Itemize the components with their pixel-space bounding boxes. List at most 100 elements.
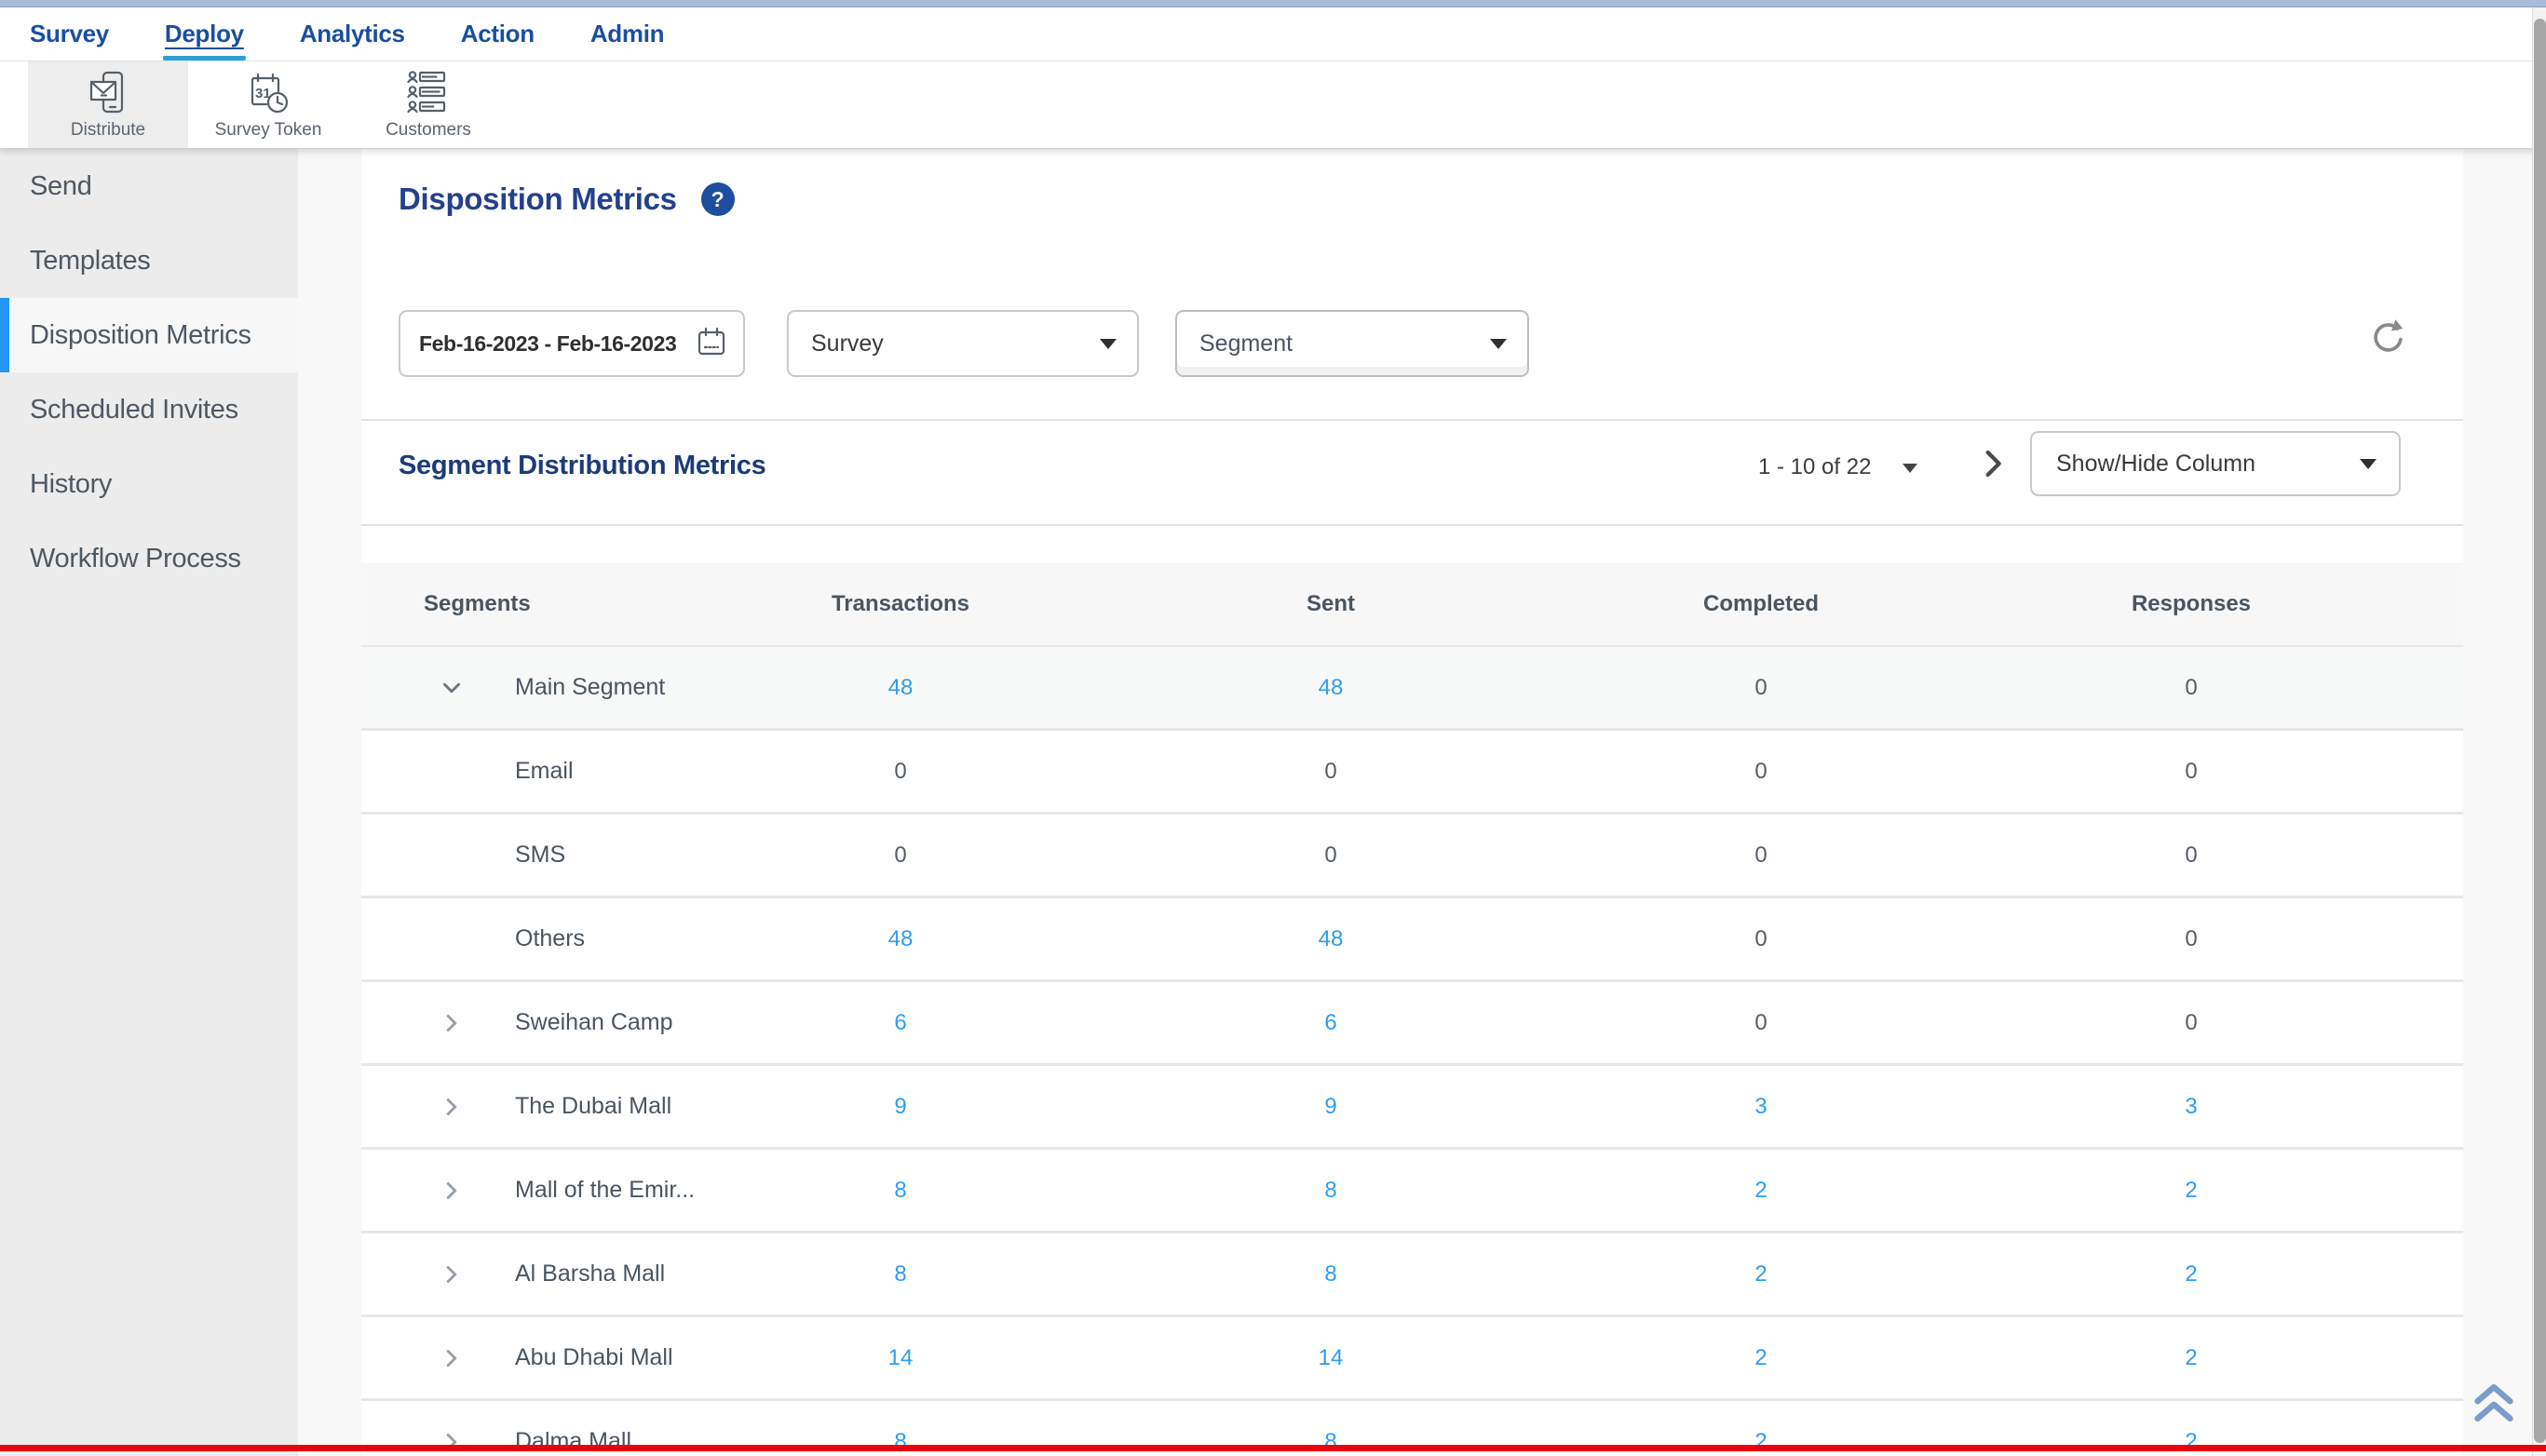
segment-select-value: Segment — [1199, 330, 1490, 357]
responses-value: 0 — [1976, 675, 2406, 701]
vertical-scrollbar[interactable] — [2532, 7, 2546, 1456]
responses-value[interactable]: 3 — [1976, 1094, 2406, 1120]
column-header-segments: Segments — [361, 591, 685, 617]
expand-collapse-control — [434, 922, 469, 957]
page-title: Disposition Metrics — [399, 182, 677, 217]
nav-item-analytics[interactable]: Analytics — [300, 20, 405, 48]
nav-item-survey[interactable]: Survey — [30, 20, 109, 48]
scrollbar-thumb[interactable] — [2534, 19, 2546, 1443]
sidebar-item-history[interactable]: History — [0, 447, 298, 521]
transactions-value[interactable]: 14 — [685, 1345, 1116, 1371]
chevron-right-icon — [438, 1177, 466, 1205]
transactions-value[interactable]: 8 — [685, 1261, 1116, 1287]
sent-value[interactable]: 6 — [1116, 1010, 1546, 1036]
completed-value: 0 — [1546, 926, 1976, 952]
sidebar-item-send[interactable]: Send — [0, 149, 298, 223]
sent-value: 0 — [1116, 843, 1546, 869]
app-screen: Survey Deploy Analytics Action Admin Dis… — [0, 0, 2546, 1456]
toolbar-tab-label: Distribute — [71, 120, 145, 141]
table-divider — [361, 524, 2463, 526]
table-row: Email 0 0 0 0 — [361, 731, 2463, 815]
table-row: SMS 0 0 0 0 — [361, 815, 2463, 898]
transactions-value[interactable]: 48 — [685, 675, 1116, 701]
toolbar-tab-distribute[interactable]: Distribute — [28, 61, 188, 148]
segment-name: The Dubai Mall — [515, 1093, 671, 1120]
sent-value[interactable]: 14 — [1116, 1345, 1546, 1371]
toolbar-tab-customers[interactable]: Customers — [348, 61, 508, 148]
sent-value[interactable]: 8 — [1116, 1261, 1546, 1287]
segment-select[interactable]: Segment — [1175, 310, 1529, 377]
segment-metrics-header: Segment Distribution Metrics 1 - 10 of 2… — [361, 421, 2463, 524]
pagination-caret-icon[interactable] — [1903, 464, 1917, 473]
responses-value[interactable]: 2 — [1976, 1345, 2406, 1371]
segment-name: Abu Dhabi Mall — [515, 1344, 673, 1371]
completed-value[interactable]: 2 — [1546, 1345, 1976, 1371]
column-header-transactions: Transactions — [685, 591, 1116, 617]
table-body: Main Segment 48 48 0 0 — [361, 647, 2463, 1456]
recording-border-line — [0, 1445, 2546, 1451]
expand-collapse-control[interactable] — [434, 1341, 469, 1376]
table-row: Abu Dhabi Mall 14 14 2 2 — [361, 1317, 2463, 1401]
table-row: Al Barsha Mall 8 8 2 2 — [361, 1234, 2463, 1317]
responses-value[interactable]: 2 — [1976, 1261, 2406, 1287]
completed-value[interactable]: 2 — [1546, 1261, 1976, 1287]
chevron-right-icon — [438, 1009, 466, 1037]
segment-name: Al Barsha Mall — [515, 1261, 665, 1287]
expand-collapse-control[interactable] — [434, 670, 469, 706]
sidebar-item-disposition-metrics[interactable]: Disposition Metrics — [0, 298, 298, 372]
sent-value[interactable]: 9 — [1116, 1094, 1546, 1120]
pagination-range[interactable]: 1 - 10 of 22 — [1758, 454, 1871, 480]
column-header-completed: Completed — [1546, 591, 1976, 617]
completed-value[interactable]: 3 — [1546, 1094, 1976, 1120]
expand-collapse-control — [434, 838, 469, 873]
table-header-row: Segments Transactions Sent Completed Res… — [361, 563, 2463, 647]
expand-collapse-control[interactable] — [434, 1089, 469, 1125]
sent-value[interactable]: 8 — [1116, 1178, 1546, 1204]
completed-value[interactable]: 2 — [1546, 1178, 1976, 1204]
expand-collapse-control[interactable] — [434, 1005, 469, 1041]
question-mark-icon[interactable]: ? — [701, 182, 735, 216]
nav-item-admin[interactable]: Admin — [590, 20, 664, 48]
column-header-sent: Sent — [1116, 591, 1546, 617]
show-hide-column-label: Show/Hide Column — [2056, 451, 2360, 478]
transactions-value[interactable]: 6 — [685, 1010, 1116, 1036]
filter-bar: Feb-16-2023 - Feb-16-2023 Survey Segment — [361, 310, 2463, 377]
segment-cell: Abu Dhabi Mall — [361, 1341, 685, 1376]
toolbar-tab-survey-token[interactable]: 31 Survey Token — [188, 61, 348, 148]
sidebar-item-scheduled-invites[interactable]: Scheduled Invites — [0, 372, 298, 447]
sidebar-item-workflow-process[interactable]: Workflow Process — [0, 521, 298, 596]
sent-value[interactable]: 48 — [1116, 926, 1546, 952]
transactions-value[interactable]: 9 — [685, 1094, 1116, 1120]
nav-item-deploy[interactable]: Deploy — [165, 20, 244, 48]
segment-cell: Sweihan Camp — [361, 1005, 685, 1041]
transactions-value[interactable]: 8 — [685, 1178, 1116, 1204]
nav-item-action[interactable]: Action — [461, 20, 535, 48]
window-top-border — [0, 0, 2546, 7]
transactions-value[interactable]: 48 — [685, 926, 1116, 952]
completed-value: 0 — [1546, 843, 1976, 869]
expand-collapse-control[interactable] — [434, 1257, 469, 1292]
chevron-right-icon — [438, 1093, 466, 1121]
transactions-value: 0 — [685, 759, 1116, 785]
double-chevron-up-icon[interactable] — [2468, 1374, 2520, 1426]
table-row: The Dubai Mall 9 9 3 3 — [361, 1066, 2463, 1150]
responses-value[interactable]: 2 — [1976, 1178, 2406, 1204]
toolbar-tab-label: Customers — [386, 120, 471, 141]
completed-value: 0 — [1546, 1010, 1976, 1036]
survey-select[interactable]: Survey — [787, 310, 1139, 377]
next-page-chevron-icon[interactable] — [1974, 445, 2011, 482]
phone-message-icon — [84, 68, 132, 118]
segment-name: Sweihan Camp — [515, 1009, 673, 1036]
column-header-responses: Responses — [1976, 591, 2406, 617]
chevron-down-icon — [438, 674, 466, 702]
refresh-icon[interactable] — [2368, 316, 2409, 357]
show-hide-column-select[interactable]: Show/Hide Column — [2030, 431, 2401, 496]
segment-cell: SMS — [361, 838, 685, 873]
sidebar-item-templates[interactable]: Templates — [0, 223, 298, 298]
date-range-picker[interactable]: Feb-16-2023 - Feb-16-2023 — [399, 310, 745, 377]
sent-value[interactable]: 48 — [1116, 675, 1546, 701]
segment-cell: Email — [361, 754, 685, 789]
expand-collapse-control[interactable] — [434, 1173, 469, 1208]
responses-value: 0 — [1976, 843, 2406, 869]
date-range-value: Feb-16-2023 - Feb-16-2023 — [419, 331, 697, 357]
